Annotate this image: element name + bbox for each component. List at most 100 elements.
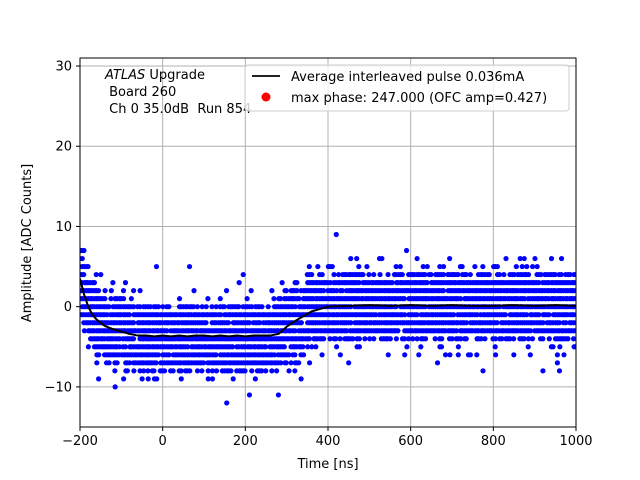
sample-point bbox=[440, 263, 447, 270]
sample-point bbox=[414, 336, 420, 342]
sample-point bbox=[106, 304, 112, 310]
sample-point bbox=[329, 263, 335, 270]
sample-point bbox=[474, 352, 480, 358]
sample-point bbox=[453, 328, 460, 334]
sample-point bbox=[131, 368, 137, 374]
sample-point bbox=[128, 296, 134, 302]
sample-point bbox=[567, 271, 573, 278]
sample-point bbox=[321, 336, 327, 342]
sample-point bbox=[246, 392, 253, 398]
sample-points bbox=[80, 231, 576, 406]
sample-point bbox=[102, 288, 108, 294]
sample-point bbox=[81, 271, 87, 278]
y-tick-label: −10 bbox=[45, 380, 72, 395]
sample-point bbox=[194, 368, 201, 374]
sample-point bbox=[298, 320, 304, 326]
sample-point bbox=[356, 263, 362, 270]
sample-point bbox=[213, 304, 219, 310]
sample-point bbox=[350, 336, 356, 342]
sample-point bbox=[137, 304, 143, 310]
sample-point bbox=[271, 296, 277, 302]
sample-point bbox=[112, 384, 118, 390]
sample-point bbox=[570, 336, 576, 342]
sample-point bbox=[519, 263, 525, 270]
sample-point bbox=[525, 344, 531, 350]
sample-point bbox=[393, 263, 399, 270]
sample-point bbox=[110, 280, 116, 286]
sample-point bbox=[185, 344, 191, 350]
sample-point bbox=[511, 336, 517, 342]
sample-point bbox=[116, 344, 123, 350]
sample-point bbox=[556, 320, 563, 326]
sample-point bbox=[371, 271, 377, 278]
sample-point bbox=[554, 352, 561, 358]
sample-point bbox=[108, 288, 114, 294]
sample-point bbox=[205, 368, 211, 374]
sample-point bbox=[440, 271, 447, 278]
sample-point bbox=[385, 271, 391, 278]
sample-point bbox=[447, 255, 453, 262]
sample-point bbox=[191, 304, 197, 310]
sample-point bbox=[275, 392, 281, 398]
sample-point bbox=[440, 288, 447, 294]
sample-point bbox=[93, 271, 99, 278]
sample-point bbox=[223, 288, 230, 294]
sample-point bbox=[263, 368, 269, 374]
sample-point bbox=[315, 263, 321, 270]
y-axis-label: Amplitude [ADC Counts] bbox=[20, 164, 35, 322]
sample-point bbox=[218, 312, 224, 318]
sample-point bbox=[493, 352, 499, 358]
sample-point bbox=[402, 312, 408, 318]
legend-marker-swatch bbox=[261, 92, 271, 102]
sample-point bbox=[561, 352, 567, 358]
sample-point bbox=[130, 320, 137, 326]
sample-point bbox=[556, 368, 563, 374]
sample-point bbox=[279, 280, 285, 286]
sample-point bbox=[499, 336, 505, 342]
sample-point bbox=[536, 280, 542, 286]
sample-point bbox=[203, 320, 209, 326]
sample-point bbox=[463, 336, 469, 342]
sample-point bbox=[283, 288, 289, 294]
sample-point bbox=[563, 320, 569, 326]
sample-point bbox=[106, 360, 112, 366]
sample-point bbox=[401, 296, 407, 302]
sample-point bbox=[422, 271, 428, 278]
sample-point bbox=[557, 344, 563, 350]
x-tick-label: 0 bbox=[159, 434, 167, 449]
sample-point bbox=[405, 336, 412, 342]
sample-point bbox=[130, 288, 137, 294]
x-tick-label: 600 bbox=[398, 434, 423, 449]
sample-point bbox=[346, 360, 352, 366]
axis-ticks: −200 0 200 400 600 800 1000 −10 0 10 20 30 bbox=[45, 60, 593, 449]
sample-point bbox=[176, 296, 183, 302]
sample-point bbox=[199, 368, 205, 374]
sample-point bbox=[525, 336, 532, 342]
sample-point bbox=[257, 320, 263, 326]
sample-point bbox=[356, 336, 362, 342]
sample-point bbox=[271, 352, 278, 358]
sample-point bbox=[288, 360, 294, 366]
sample-point bbox=[209, 304, 215, 310]
sample-point bbox=[85, 344, 91, 350]
average-pulse-polyline bbox=[80, 278, 576, 338]
sample-point bbox=[565, 336, 571, 342]
sample-point bbox=[85, 263, 91, 270]
sample-point bbox=[334, 344, 340, 350]
sample-point bbox=[122, 280, 129, 286]
sample-point bbox=[126, 312, 132, 318]
sample-point bbox=[404, 344, 410, 350]
sample-point bbox=[292, 304, 298, 310]
sample-point bbox=[225, 320, 232, 326]
sample-point bbox=[166, 304, 172, 310]
sample-point bbox=[294, 280, 300, 286]
sample-point bbox=[511, 271, 517, 278]
sample-point bbox=[573, 271, 576, 278]
sample-point bbox=[389, 280, 395, 286]
sample-point bbox=[278, 360, 284, 366]
sample-point bbox=[337, 336, 343, 342]
sample-point bbox=[379, 255, 385, 262]
sample-point bbox=[244, 296, 250, 302]
x-axis-label: Time [ns] bbox=[296, 457, 358, 472]
sample-point bbox=[131, 304, 137, 310]
